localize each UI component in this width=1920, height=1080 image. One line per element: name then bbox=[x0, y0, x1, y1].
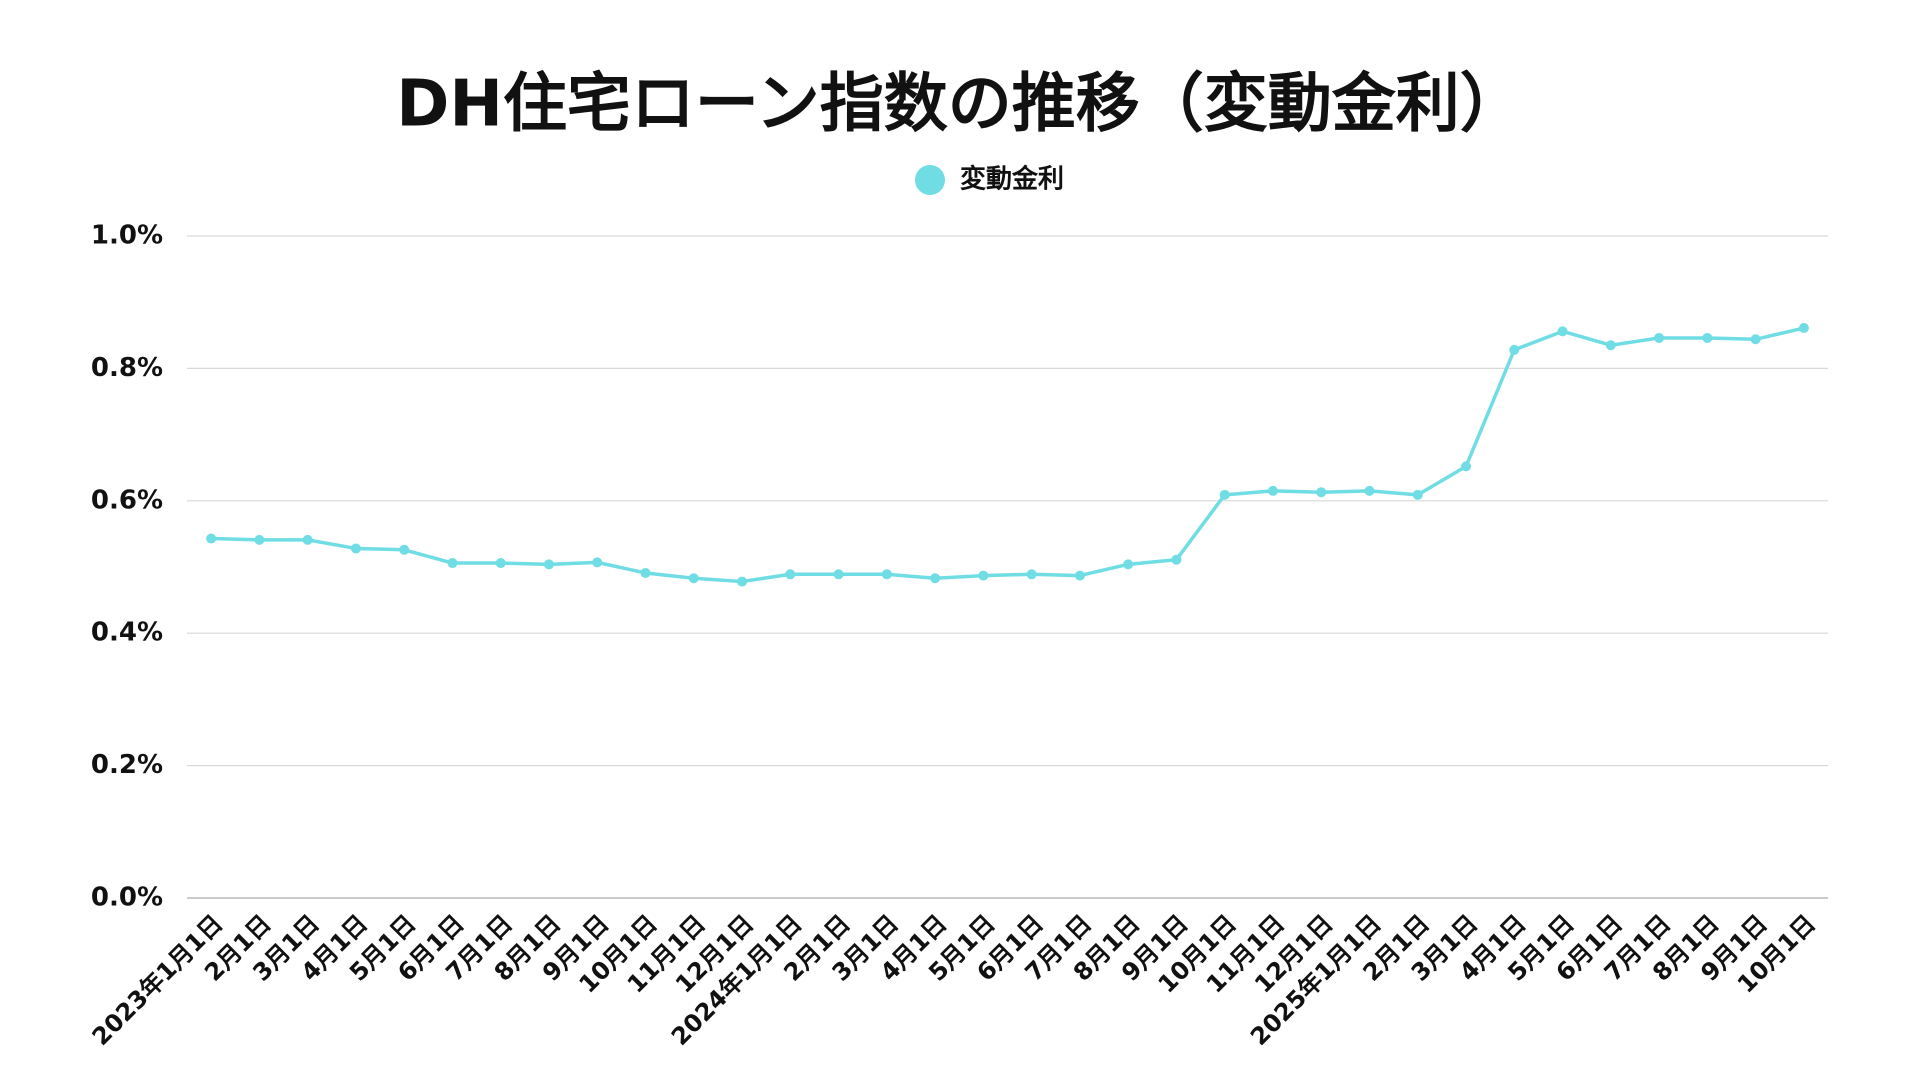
data-point bbox=[399, 544, 410, 555]
data-point bbox=[1702, 332, 1713, 343]
y-tick-label: 0.0% bbox=[91, 883, 163, 913]
data-point bbox=[1461, 461, 1472, 472]
y-tick-label: 0.2% bbox=[91, 750, 163, 780]
data-point bbox=[1605, 340, 1616, 351]
y-tick-label: 0.8% bbox=[91, 353, 163, 383]
y-tick-label: 1.0% bbox=[91, 221, 163, 251]
data-point bbox=[1750, 334, 1761, 345]
data-point bbox=[592, 557, 603, 568]
y-tick-label: 0.4% bbox=[91, 618, 163, 648]
data-point bbox=[1219, 489, 1230, 500]
data-point bbox=[1557, 326, 1568, 337]
data-point bbox=[930, 573, 941, 584]
data-point bbox=[1171, 554, 1182, 565]
data-point bbox=[206, 533, 217, 544]
legend-label: 変動金利 bbox=[960, 164, 1064, 195]
x-tick-label: 2023年1月1日 bbox=[87, 909, 229, 1051]
data-point bbox=[350, 543, 361, 554]
data-point bbox=[1509, 344, 1520, 355]
data-point bbox=[1123, 559, 1134, 570]
data-point bbox=[1026, 569, 1037, 580]
data-point bbox=[1412, 489, 1423, 500]
data-point bbox=[543, 559, 554, 570]
data-point bbox=[495, 558, 506, 569]
y-tick-label: 0.6% bbox=[91, 485, 163, 515]
data-point bbox=[302, 534, 313, 545]
series-line bbox=[211, 326, 1805, 584]
data-point bbox=[447, 558, 458, 569]
data-point bbox=[978, 570, 989, 581]
data-point bbox=[640, 567, 651, 578]
chart-title: DH住宅ローン指数の推移（変動金利） bbox=[396, 68, 1524, 142]
data-point bbox=[785, 569, 796, 580]
data-point bbox=[833, 569, 844, 580]
data-point bbox=[688, 573, 699, 584]
data-point bbox=[1074, 570, 1085, 581]
data-point bbox=[1316, 487, 1327, 498]
legend-marker bbox=[915, 165, 945, 195]
data-point bbox=[1267, 485, 1278, 496]
data-point bbox=[1798, 323, 1809, 334]
data-point bbox=[1364, 485, 1375, 496]
data-point bbox=[881, 569, 892, 580]
data-point bbox=[737, 576, 748, 587]
data-point bbox=[254, 534, 265, 545]
data-point bbox=[1654, 332, 1665, 343]
